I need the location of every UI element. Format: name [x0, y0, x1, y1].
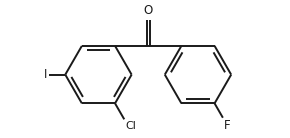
Text: Cl: Cl — [125, 121, 136, 131]
Text: O: O — [144, 4, 153, 17]
Text: F: F — [224, 119, 231, 132]
Text: I: I — [44, 68, 47, 81]
